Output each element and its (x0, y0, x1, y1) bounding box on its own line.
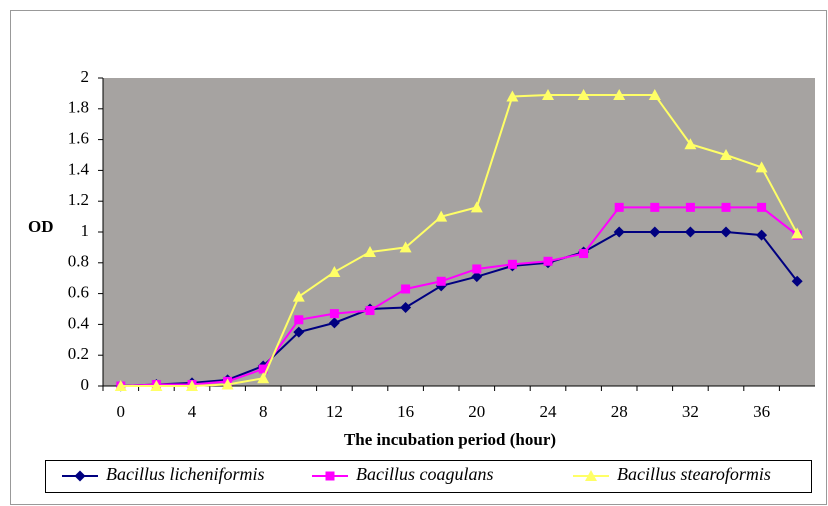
y-tick-label: 1.6 (68, 129, 89, 148)
x-tick-label: 24 (540, 402, 558, 421)
data-point (720, 149, 732, 160)
series-line (120, 93, 799, 387)
data-point (543, 256, 553, 266)
x-tick-label: 28 (611, 402, 628, 421)
y-tick-label: 0.6 (68, 283, 89, 302)
data-point (721, 202, 731, 212)
legend-label: Bacillus coagulans (356, 464, 494, 484)
data-point (472, 264, 482, 274)
x-axis-label: The incubation period (hour) (344, 430, 556, 449)
series-line (120, 231, 798, 387)
y-tick-label: 1 (81, 221, 90, 240)
data-point (292, 290, 305, 302)
data-point (328, 266, 341, 278)
y-axis-label: OD (28, 217, 54, 236)
data-point (613, 88, 626, 100)
series-line (120, 206, 798, 387)
data-point (755, 161, 768, 173)
data-point (506, 90, 519, 102)
data-point (542, 88, 554, 100)
data-point (293, 326, 305, 338)
data-point (435, 210, 448, 222)
data-point (685, 202, 695, 212)
data-point (684, 226, 696, 238)
y-tick-label: 0.2 (68, 344, 89, 363)
data-point (648, 88, 661, 100)
data-point (650, 202, 660, 212)
data-point (364, 246, 376, 258)
data-point (114, 380, 127, 391)
y-tick-label: 0.4 (68, 313, 90, 332)
legend-label: Bacillus licheniformis (106, 464, 264, 484)
data-point (436, 276, 446, 286)
data-point (791, 227, 804, 239)
data-point (577, 88, 590, 100)
data-point (470, 201, 483, 213)
data-point (329, 309, 339, 319)
data-point (221, 378, 234, 390)
data-point (399, 241, 412, 253)
data-point (579, 249, 589, 259)
y-tick-label: 1.8 (68, 98, 89, 117)
x-tick-label: 36 (753, 402, 770, 421)
legend-box (45, 460, 812, 493)
x-tick-label: 0 (117, 402, 126, 421)
data-point (614, 202, 624, 212)
data-point (150, 380, 163, 391)
data-point (613, 226, 625, 238)
y-tick-label: 2 (81, 67, 90, 86)
data-point (328, 317, 340, 329)
x-tick-label: 20 (468, 402, 485, 421)
y-tick-label: 1.4 (68, 159, 90, 178)
data-point (401, 284, 411, 294)
data-point (400, 301, 412, 313)
legend-marker (585, 470, 597, 481)
legend-label: Bacillus stearoformis (617, 464, 771, 484)
legend-marker (74, 470, 86, 482)
data-point (294, 315, 304, 325)
data-point (186, 380, 198, 391)
y-tick-label: 1.2 (68, 190, 89, 209)
data-point (649, 226, 661, 238)
data-point (756, 229, 768, 241)
data-point (258, 364, 268, 374)
y-tick-label: 0.8 (68, 252, 89, 271)
data-point (720, 226, 732, 238)
x-tick-label: 8 (259, 402, 268, 421)
x-tick-label: 12 (326, 402, 343, 421)
x-tick-label: 4 (188, 402, 197, 421)
data-point (365, 306, 375, 316)
data-point (791, 275, 803, 287)
x-tick-label: 16 (397, 402, 414, 421)
data-point (757, 202, 767, 212)
x-tick-label: 32 (682, 402, 699, 421)
data-point (471, 271, 483, 283)
y-tick-label: 0 (81, 375, 90, 394)
data-point (684, 138, 697, 150)
data-point (507, 259, 517, 269)
data-point (257, 372, 270, 384)
legend-marker (325, 471, 335, 481)
